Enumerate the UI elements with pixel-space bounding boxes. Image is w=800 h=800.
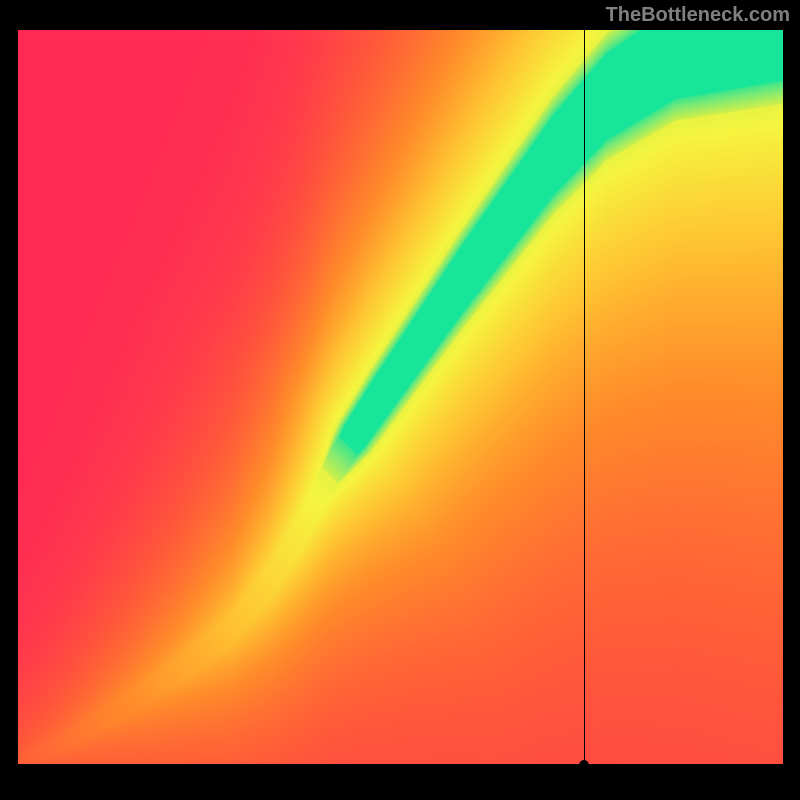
heatmap-canvas xyxy=(18,30,783,765)
crosshair-vertical xyxy=(584,30,585,765)
heatmap-plot xyxy=(18,30,783,765)
crosshair-horizontal xyxy=(18,764,783,765)
crosshair-marker-dot xyxy=(579,760,589,765)
attribution-text: TheBottleneck.com xyxy=(606,4,790,27)
